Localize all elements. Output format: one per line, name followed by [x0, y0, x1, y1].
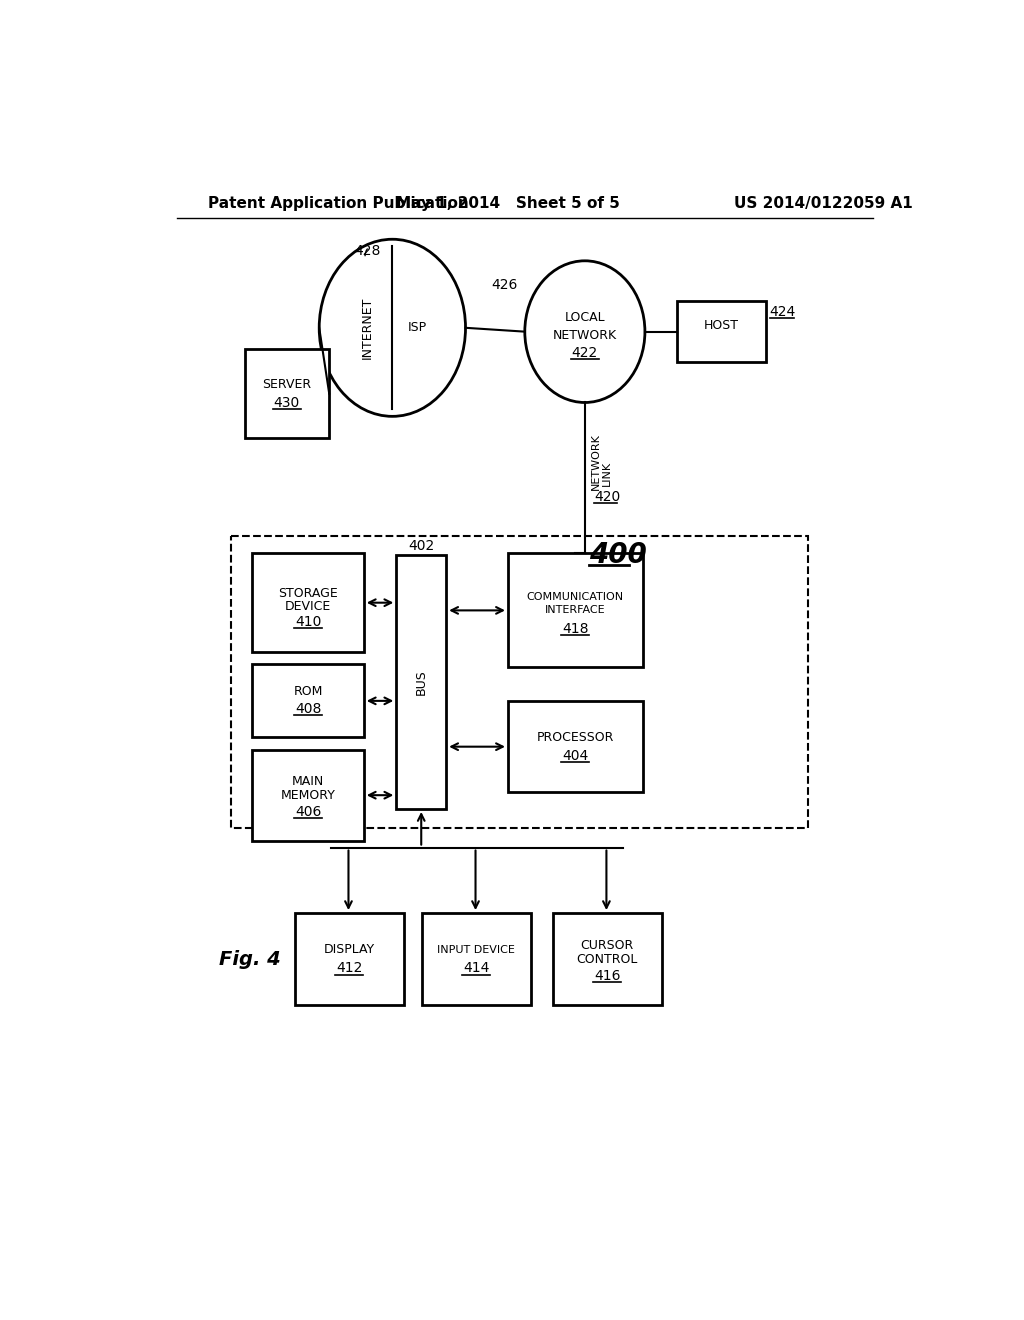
Text: MAIN: MAIN [292, 775, 325, 788]
Text: HOST: HOST [705, 319, 739, 333]
Bar [230, 536, 808, 829]
Text: 430: 430 [273, 396, 300, 411]
Text: May 1, 2014   Sheet 5 of 5: May 1, 2014 Sheet 5 of 5 [396, 195, 620, 211]
Text: STORAGE: STORAGE [279, 587, 338, 601]
Text: INTERNET: INTERNET [361, 297, 374, 359]
Text: 424: 424 [770, 305, 796, 319]
Text: ROM: ROM [293, 685, 323, 698]
Text: MEMORY: MEMORY [281, 788, 336, 801]
Text: Patent Application Publication: Patent Application Publication [208, 195, 468, 211]
Bar [508, 553, 643, 668]
Bar [252, 750, 364, 841]
Text: NETWORK: NETWORK [591, 433, 601, 490]
Text: 426: 426 [490, 279, 517, 293]
Ellipse shape [319, 239, 466, 416]
Text: LINK: LINK [602, 461, 611, 486]
Text: 418: 418 [562, 622, 589, 636]
Text: US 2014/0122059 A1: US 2014/0122059 A1 [734, 195, 913, 211]
Text: PROCESSOR: PROCESSOR [537, 731, 614, 744]
Text: 400: 400 [589, 541, 646, 569]
Text: INTERFACE: INTERFACE [545, 606, 605, 615]
Bar [245, 350, 330, 438]
Text: DISPLAY: DISPLAY [324, 944, 375, 957]
Bar [252, 553, 364, 652]
Text: CONTROL: CONTROL [577, 953, 638, 966]
Text: 410: 410 [295, 615, 322, 628]
Text: ISP: ISP [408, 321, 427, 334]
Text: 402: 402 [409, 539, 434, 553]
Text: 416: 416 [594, 969, 621, 983]
Text: DEVICE: DEVICE [285, 601, 331, 612]
Text: BUS: BUS [415, 669, 428, 694]
Bar [553, 913, 662, 1006]
Text: LOCAL: LOCAL [564, 312, 605, 325]
Text: SERVER: SERVER [262, 378, 311, 391]
Text: 408: 408 [295, 701, 322, 715]
Text: 420: 420 [594, 490, 621, 504]
Text: 412: 412 [336, 961, 362, 975]
Text: 404: 404 [562, 748, 589, 763]
Bar [508, 701, 643, 792]
Text: INPUT DEVICE: INPUT DEVICE [437, 945, 515, 954]
Text: 428: 428 [354, 244, 380, 257]
Text: Fig. 4: Fig. 4 [219, 949, 281, 969]
Bar [252, 664, 364, 738]
Text: COMMUNICATION: COMMUNICATION [526, 591, 624, 602]
Text: CURSOR: CURSOR [581, 939, 634, 952]
Bar [396, 554, 446, 809]
Text: NETWORK: NETWORK [553, 329, 616, 342]
Bar [422, 913, 531, 1006]
Text: 414: 414 [463, 961, 489, 975]
Bar [295, 913, 403, 1006]
Ellipse shape [524, 261, 645, 403]
Text: 422: 422 [571, 346, 598, 360]
Text: 406: 406 [295, 805, 322, 820]
Bar [677, 301, 766, 363]
